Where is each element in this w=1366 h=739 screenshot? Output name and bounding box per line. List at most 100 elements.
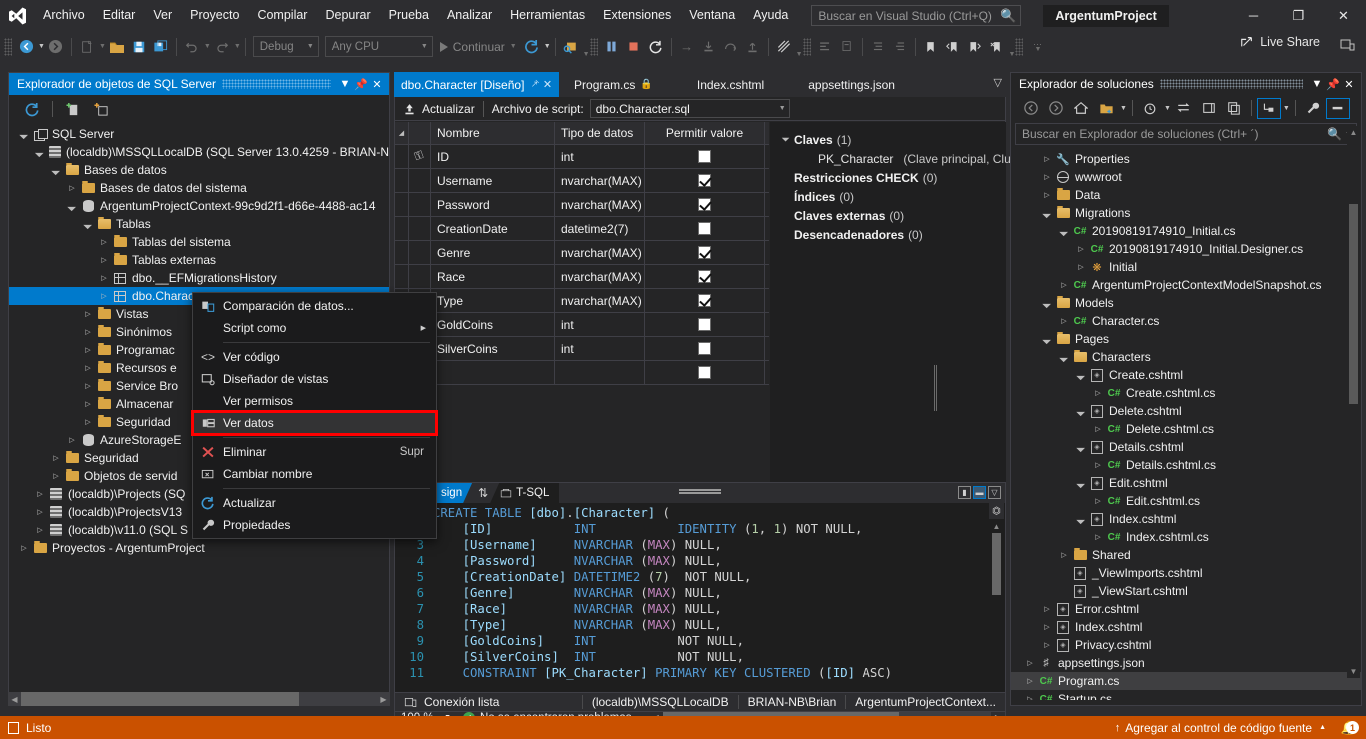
allow-nulls-cell[interactable] xyxy=(645,241,765,264)
previous-bookmark-icon[interactable] xyxy=(942,35,964,59)
code-line[interactable]: 8 [Type] NVARCHAR (MAX) NULL, xyxy=(395,617,992,633)
allow-nulls-checkbox[interactable] xyxy=(698,246,711,259)
expander-open-icon[interactable]: ◢ xyxy=(1075,441,1087,453)
expander-closed-icon[interactable]: ▷ xyxy=(1095,498,1101,505)
solution-tree-node[interactable]: ▷ ♯ appsettings.json xyxy=(1011,654,1361,672)
undo-icon[interactable] xyxy=(181,35,203,59)
solution-tree-node[interactable]: ▷ ❋ Initial xyxy=(1011,258,1361,276)
solution-tree-node[interactable]: ▷ C# Delete.cshtml.cs xyxy=(1011,420,1361,438)
expander-closed-icon[interactable]: ▷ xyxy=(101,275,107,282)
expander-closed-icon[interactable]: ▷ xyxy=(85,383,91,390)
panel-drag-dots[interactable] xyxy=(222,79,331,89)
sql-tree-node[interactable]: ▷ dbo.__EFMigrationsHistory xyxy=(9,269,389,287)
vertical-split-icon[interactable]: ▮ xyxy=(958,486,971,499)
context-menu-item-propiedades[interactable]: Propiedades xyxy=(193,514,436,536)
solution-search-input[interactable] xyxy=(1022,127,1328,141)
menu-analizar[interactable]: Analizar xyxy=(446,8,493,22)
expander-open-icon[interactable]: ◢ xyxy=(1075,513,1087,525)
expander-open-icon[interactable]: ◢ xyxy=(1041,297,1053,309)
allow-nulls-cell[interactable] xyxy=(645,313,765,336)
context-menu-item-dise-ador-de-vistas[interactable]: Diseñador de vistas xyxy=(193,368,436,390)
chevron-down-icon[interactable]: ▼ xyxy=(1120,104,1127,112)
allow-nulls-checkbox[interactable] xyxy=(698,294,711,307)
bookmark-caret-icon[interactable]: ▼ xyxy=(1008,51,1016,58)
column-type-cell[interactable]: datetime2(7) xyxy=(555,217,645,240)
allow-nulls-checkbox[interactable] xyxy=(698,366,711,379)
quick-launch-search[interactable]: 🔍 xyxy=(811,5,1022,26)
grid-column-header[interactable]: Permitir valore xyxy=(645,122,765,144)
expander-closed-icon[interactable]: ▷ xyxy=(53,455,59,462)
stop-icon[interactable] xyxy=(623,35,645,59)
sql-tree-node[interactable]: ▷ Recursos e xyxy=(9,359,389,377)
expander-closed-icon[interactable]: ▷ xyxy=(85,401,91,408)
menu-prueba[interactable]: Prueba xyxy=(388,8,429,22)
menu-editar[interactable]: Editar xyxy=(102,8,136,22)
attach-process-icon[interactable] xyxy=(560,35,582,59)
solution-tree-node[interactable]: ▷ C# Edit.cshtml.cs xyxy=(1011,492,1361,510)
solution-platform-combo[interactable]: Any CPU ▼ xyxy=(324,36,433,57)
column-name-cell[interactable]: GoldCoins xyxy=(431,313,555,336)
editor-tab-index-cshtml[interactable]: Index.cshtml xyxy=(690,72,771,97)
chevron-down-icon-3[interactable]: ▼ xyxy=(1282,104,1290,112)
column-type-cell[interactable]: int xyxy=(555,145,645,168)
allow-nulls-checkbox[interactable] xyxy=(698,318,711,331)
expander-closed-icon[interactable]: ▷ xyxy=(1044,174,1050,181)
code-line[interactable]: 6 [Genre] NVARCHAR (MAX) NULL, xyxy=(395,585,992,601)
grid-row[interactable]: ⚿ ID int xyxy=(395,145,769,169)
column-type-cell[interactable]: int xyxy=(555,337,645,360)
context-menu-item-comparaci-n-de-datos[interactable]: Comparación de datos... xyxy=(193,295,436,317)
sql-tree-node[interactable]: ◢ ArgentumProjectContext-99c9d2f1-d66e-44… xyxy=(9,197,389,215)
overflow-icon[interactable]: ⋯ ▼ xyxy=(1026,35,1048,59)
quick-launch-input[interactable] xyxy=(818,8,998,23)
pin-icon[interactable]: 📌 xyxy=(1326,78,1340,91)
toolbar-grip[interactable] xyxy=(4,37,12,56)
menu-extensiones[interactable]: Extensiones xyxy=(603,8,672,22)
next-bookmark-icon[interactable] xyxy=(964,35,986,59)
refresh-solution-icon[interactable] xyxy=(1197,98,1221,119)
refresh-icon[interactable] xyxy=(19,98,45,120)
expander-open-icon[interactable]: ◢ xyxy=(780,133,790,142)
expander-closed-icon[interactable]: ▷ xyxy=(69,437,75,444)
expander-closed-icon[interactable]: ▷ xyxy=(101,293,107,300)
column-name-cell[interactable]: Genre xyxy=(431,241,555,264)
expander-closed-icon[interactable]: ▷ xyxy=(1061,552,1067,559)
tab-design[interactable]: sign xyxy=(433,483,472,503)
allow-nulls-cell[interactable] xyxy=(645,265,765,288)
expander-open-icon[interactable]: ◢ xyxy=(1075,477,1087,489)
column-type-cell[interactable]: nvarchar(MAX) xyxy=(555,241,645,264)
view-class-view-icon[interactable] xyxy=(1256,97,1281,119)
send-feedback-icon[interactable] xyxy=(1340,37,1356,56)
menu-compilar[interactable]: Compilar xyxy=(257,8,308,22)
restore-button[interactable]: ❐ xyxy=(1292,7,1305,23)
allow-nulls-checkbox[interactable] xyxy=(698,150,711,163)
expander-open-icon[interactable]: ◢ xyxy=(18,128,30,140)
indent-decrease-icon[interactable] xyxy=(814,35,836,59)
expander-closed-icon[interactable]: ▷ xyxy=(1061,282,1067,289)
solution-tree-node[interactable]: ▷ C# 20190819174910_Initial.Designer.cs xyxy=(1011,240,1361,258)
column-name-cell[interactable]: Race xyxy=(431,265,555,288)
expander-closed-icon[interactable]: ▷ xyxy=(85,365,91,372)
close-icon[interactable]: ✕ xyxy=(542,79,553,91)
sql-tree-node[interactable]: ▷ Tablas externas xyxy=(9,251,389,269)
columns-grid[interactable]: ◢ Nombre Tipo de datos Permitir valore ⚿ ID in… xyxy=(395,122,769,496)
menu-archivo[interactable]: Archivo xyxy=(43,8,85,22)
expander-closed-icon[interactable]: ▷ xyxy=(1044,156,1050,163)
back-dropdown-caret-icon[interactable]: ▼ xyxy=(38,43,45,50)
expander-open-icon[interactable]: ◢ xyxy=(34,146,45,158)
context-menu-item-ver-datos[interactable]: Ver datos xyxy=(191,410,438,436)
new-query-icon[interactable] xyxy=(88,98,114,120)
editor-tab-strip[interactable]: dbo.Character [Diseño] ⤒ ✕ Program.cs 🔒 Index… xyxy=(394,72,1006,97)
close-icon[interactable]: ✕ xyxy=(372,78,382,91)
expander-open-icon[interactable]: ◢ xyxy=(1075,369,1087,381)
keys-indexes-pane[interactable]: ◢ Claves (1) PK_Character (Clave principal, … xyxy=(770,122,1020,496)
grid-corner-cell[interactable]: ◢ xyxy=(395,122,409,144)
expander-closed-icon[interactable]: ▷ xyxy=(1044,642,1050,649)
solution-tree[interactable]: ▷ 🔧 Properties ▷ wwwroot ▷ Data ◢ Migrations ◢ C# 2… xyxy=(1011,148,1361,700)
solution-tree-node[interactable]: ▷ 🔧 Properties xyxy=(1011,150,1361,168)
close-icon[interactable]: ✕ xyxy=(1344,78,1354,91)
comment-icon[interactable] xyxy=(867,35,889,59)
solution-tree-node[interactable]: ◢ ◈ Delete.cshtml xyxy=(1011,402,1361,420)
back-icon[interactable] xyxy=(1019,98,1043,119)
navigate-backward-icon[interactable] xyxy=(15,35,37,59)
column-type-cell[interactable]: int xyxy=(555,313,645,336)
